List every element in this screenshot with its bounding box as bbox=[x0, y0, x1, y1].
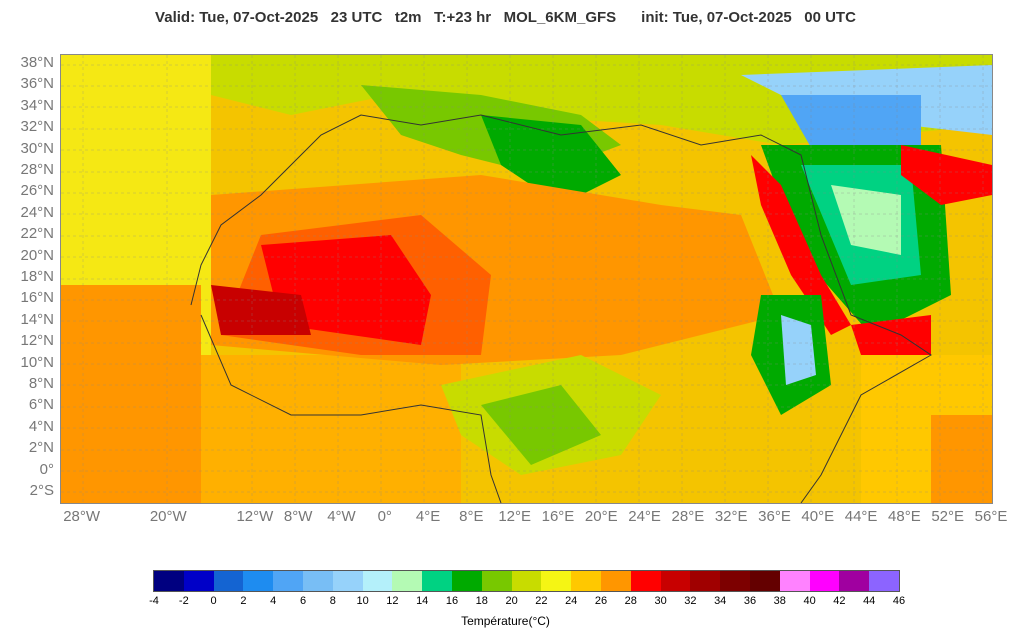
colorbar-tick-label: 18 bbox=[475, 595, 488, 607]
colorbar-cell bbox=[571, 571, 601, 591]
longitude-label: 0° bbox=[377, 508, 392, 525]
latitude-label: 28°N bbox=[20, 161, 54, 178]
colorbar-cell bbox=[630, 571, 661, 591]
colorbar-tick-label: -2 bbox=[178, 595, 189, 607]
longitude-label: 36°E bbox=[758, 508, 791, 525]
colorbar-cell bbox=[332, 571, 363, 591]
colorbar-cell bbox=[600, 571, 631, 591]
longitude-label: 48°E bbox=[888, 508, 921, 525]
latitude-label: 24°N bbox=[20, 203, 54, 221]
latitude-label: 6°N bbox=[28, 396, 54, 414]
longitude-label: 24°E bbox=[628, 508, 661, 525]
colorbar-cell bbox=[511, 571, 542, 591]
colorbar bbox=[153, 570, 900, 592]
colorbar-tick-label: 30 bbox=[654, 595, 667, 607]
colorbar-cell bbox=[839, 571, 870, 591]
latitude-label: 32°N bbox=[20, 118, 54, 136]
colorbar-tick-label: 44 bbox=[863, 595, 876, 607]
colorbar-cell bbox=[302, 571, 333, 591]
latitude-label: 14°N bbox=[20, 310, 54, 328]
longitude-label: 20°W bbox=[149, 508, 187, 525]
colorbar-tick-label: 28 bbox=[624, 595, 637, 607]
colorbar-tick-label: 32 bbox=[684, 595, 697, 607]
temperature-field bbox=[61, 55, 992, 503]
colorbar-cell bbox=[422, 571, 452, 591]
colorbar-tick-label: 20 bbox=[505, 595, 518, 607]
colorbar-cell bbox=[660, 571, 691, 591]
colorbar-cell bbox=[541, 571, 572, 591]
colorbar-cell bbox=[749, 571, 780, 591]
latitude-label: 4°N bbox=[28, 417, 54, 435]
longitude-label: 28°E bbox=[671, 508, 705, 525]
colorbar-tick-label: 40 bbox=[803, 595, 816, 607]
colorbar-cell bbox=[392, 571, 423, 591]
colorbar-tick-label: 36 bbox=[743, 595, 757, 607]
colorbar-cell bbox=[243, 571, 274, 591]
colorbar-tick-label: 8 bbox=[329, 595, 336, 607]
longitude-label: 44°E bbox=[844, 508, 878, 525]
colorbar-cell bbox=[809, 571, 840, 591]
colorbar-tick-label: 12 bbox=[386, 595, 399, 607]
colorbar-cell bbox=[273, 571, 303, 591]
colorbar-tick-label: 6 bbox=[299, 595, 307, 607]
colorbar-cell bbox=[481, 571, 512, 591]
latitude-label: 30°N bbox=[20, 139, 54, 157]
colorbar-tick-label: 46 bbox=[892, 595, 906, 607]
colorbar-cell bbox=[779, 571, 810, 591]
map-title: Valid: Tue, 07-Oct-2025 23 UTC t2m T:+23… bbox=[155, 9, 856, 26]
longitude-label: 20°E bbox=[584, 508, 618, 525]
colorbar-cell bbox=[183, 571, 214, 591]
latitude-label: 16°N bbox=[20, 289, 54, 307]
latitude-label: 10°N bbox=[20, 353, 54, 371]
longitude-label: 8°E bbox=[459, 508, 484, 525]
colorbar-label: Température(°C) bbox=[461, 614, 550, 628]
latitude-label: 34°N bbox=[20, 96, 54, 114]
latitude-label: 18°N bbox=[20, 268, 54, 285]
colorbar-cell bbox=[720, 571, 750, 591]
longitude-label: 12°W bbox=[236, 508, 274, 525]
colorbar-cell bbox=[154, 571, 184, 591]
latitude-label: 8°N bbox=[28, 375, 54, 392]
colorbar-tick-label: 0 bbox=[210, 595, 217, 607]
latitude-label: 12°N bbox=[20, 332, 54, 350]
latitude-label: 38°N bbox=[20, 54, 54, 71]
colorbar-tick-label: 4 bbox=[270, 595, 277, 607]
temperature-map bbox=[60, 54, 993, 504]
colorbar-cell bbox=[690, 571, 721, 591]
colorbar-cell bbox=[451, 571, 482, 591]
longitude-label: 4°E bbox=[415, 508, 441, 525]
latitude-label: 36°N bbox=[20, 75, 54, 93]
colorbar-tick-label: 22 bbox=[535, 595, 548, 607]
colorbar-tick-label: 42 bbox=[833, 595, 846, 607]
latitude-label: 22°N bbox=[20, 225, 54, 243]
longitude-label: 56°E bbox=[974, 508, 1008, 525]
latitude-label: 20°N bbox=[20, 246, 54, 264]
longitude-label: 28°W bbox=[63, 508, 101, 525]
latitude-label: 26°N bbox=[20, 182, 54, 200]
colorbar-tick-label: 34 bbox=[714, 595, 727, 607]
colorbar-tick-label: 14 bbox=[416, 595, 429, 607]
colorbar-tick-label: 16 bbox=[445, 595, 459, 607]
longitude-label: 8°W bbox=[283, 508, 313, 525]
colorbar-tick-label: 26 bbox=[594, 595, 608, 607]
longitude-label: 12°E bbox=[498, 508, 532, 525]
longitude-label: 16°E bbox=[541, 508, 575, 525]
latitude-label: 0° bbox=[39, 460, 54, 478]
colorbar-tick-label: 38 bbox=[773, 595, 786, 607]
colorbar-cell bbox=[362, 571, 393, 591]
colorbar-cell bbox=[869, 571, 899, 591]
colorbar-tick-label: -4 bbox=[149, 595, 159, 607]
longitude-label: 4°W bbox=[327, 508, 356, 525]
colorbar-tick-label: 10 bbox=[356, 595, 369, 607]
latitude-label: 2°S bbox=[29, 482, 54, 499]
colorbar-tick-label: 2 bbox=[240, 595, 247, 607]
longitude-label: 32°E bbox=[714, 508, 748, 525]
longitude-label: 52°E bbox=[931, 508, 965, 525]
colorbar-tick-label: 24 bbox=[565, 595, 578, 607]
latitude-label: 2°N bbox=[28, 439, 54, 457]
colorbar-cell bbox=[213, 571, 244, 591]
longitude-label: 40°E bbox=[801, 508, 835, 525]
